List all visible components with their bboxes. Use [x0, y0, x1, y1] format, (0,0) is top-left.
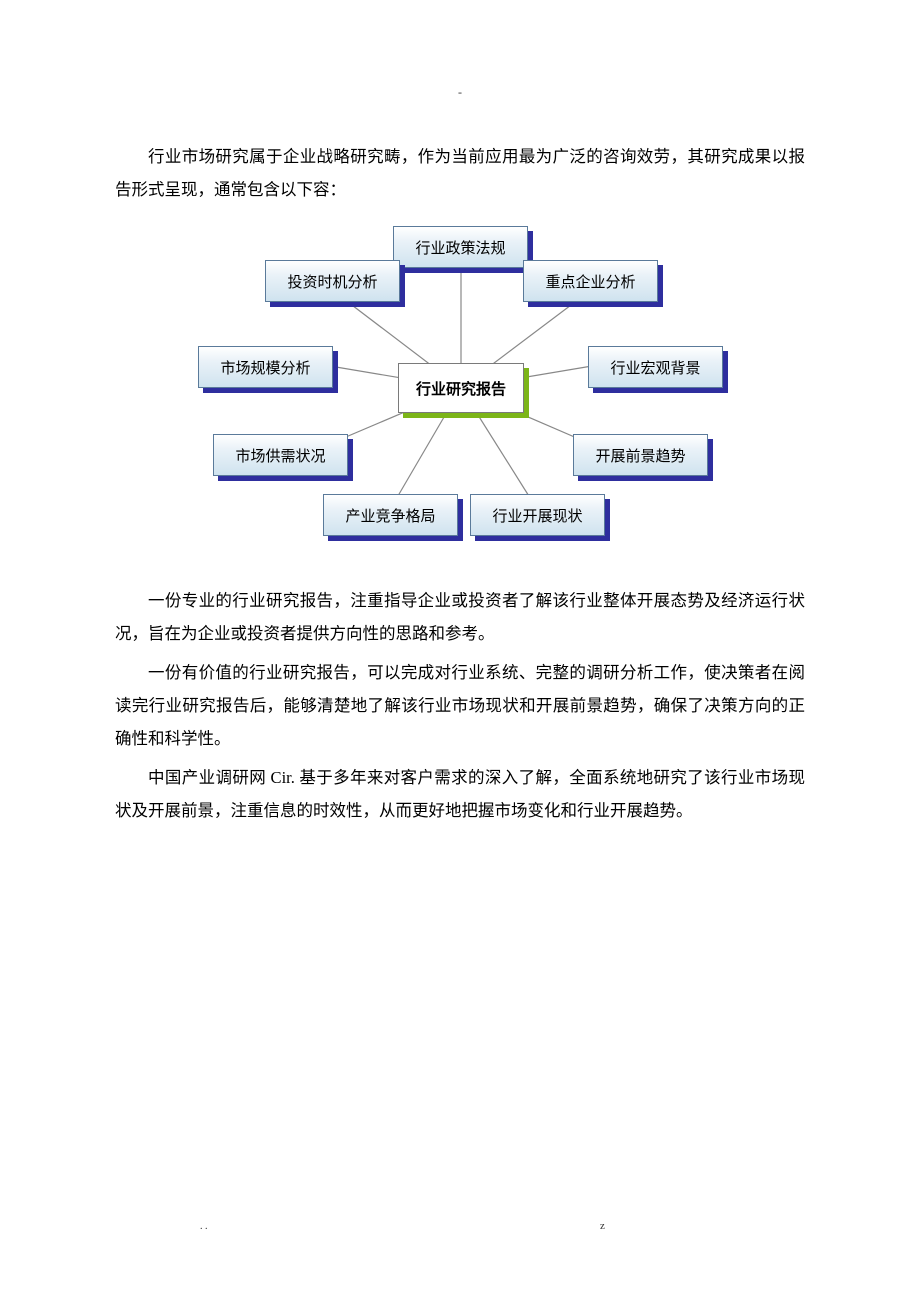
node-label: 市场供需状况 [213, 434, 348, 476]
footer-z: z [600, 1220, 605, 1232]
node-label: 投资时机分析 [265, 260, 400, 302]
paragraph-1: 行业市场研究属于企业战略研究畴，作为当前应用最为广泛的咨询效劳，其研究成果以报告… [115, 140, 805, 206]
header-mark: - [458, 85, 462, 100]
paragraph-4: 中国产业调研网 Cir. 基于多年来对客户需求的深入了解，全面系统地研究了该行业… [115, 761, 805, 827]
diagram-node-compete: 产业竞争格局 [323, 494, 458, 536]
node-label: 开展前景趋势 [573, 434, 708, 476]
node-label: 产业竞争格局 [323, 494, 458, 536]
diagram-node-status: 行业开展现状 [470, 494, 605, 536]
node-label: 行业政策法规 [393, 226, 528, 268]
footer-dot: . . [200, 1221, 208, 1232]
node-label: 重点企业分析 [523, 260, 658, 302]
node-label: 行业研究报告 [398, 363, 524, 413]
node-label: 行业开展现状 [470, 494, 605, 536]
diagram-node-supply: 市场供需状况 [213, 434, 348, 476]
diagram-node-policy: 行业政策法规 [393, 226, 528, 268]
spoke-diagram: 行业政策法规投资时机分析 重点企业分析市场规模分析 行业宏观背景市场供需状况 开展前景… [180, 216, 740, 556]
diagram-node-scale: 市场规模分析 [198, 346, 333, 388]
diagram-node-keyco: 重点企业分析 [523, 260, 658, 302]
node-label: 行业宏观背景 [588, 346, 723, 388]
paragraph-2: 一份专业的行业研究报告，注重指导企业或投资者了解该行业整体开展态势及经济运行状况… [115, 584, 805, 650]
diagram-node-prospect: 开展前景趋势 [573, 434, 708, 476]
diagram-node-macro: 行业宏观背景 [588, 346, 723, 388]
node-label: 市场规模分析 [198, 346, 333, 388]
page-body: 行业市场研究属于企业战略研究畴，作为当前应用最为广泛的咨询效劳，其研究成果以报告… [0, 0, 920, 827]
paragraph-3: 一份有价值的行业研究报告，可以完成对行业系统、完整的调研分析工作，使决策者在阅读… [115, 656, 805, 755]
diagram-node-invest: 投资时机分析 [265, 260, 400, 302]
diagram-center-node: 行业研究报告 [398, 363, 524, 413]
diagram-container: 行业政策法规投资时机分析 重点企业分析市场规模分析 行业宏观背景市场供需状况 开展前景… [115, 216, 805, 556]
